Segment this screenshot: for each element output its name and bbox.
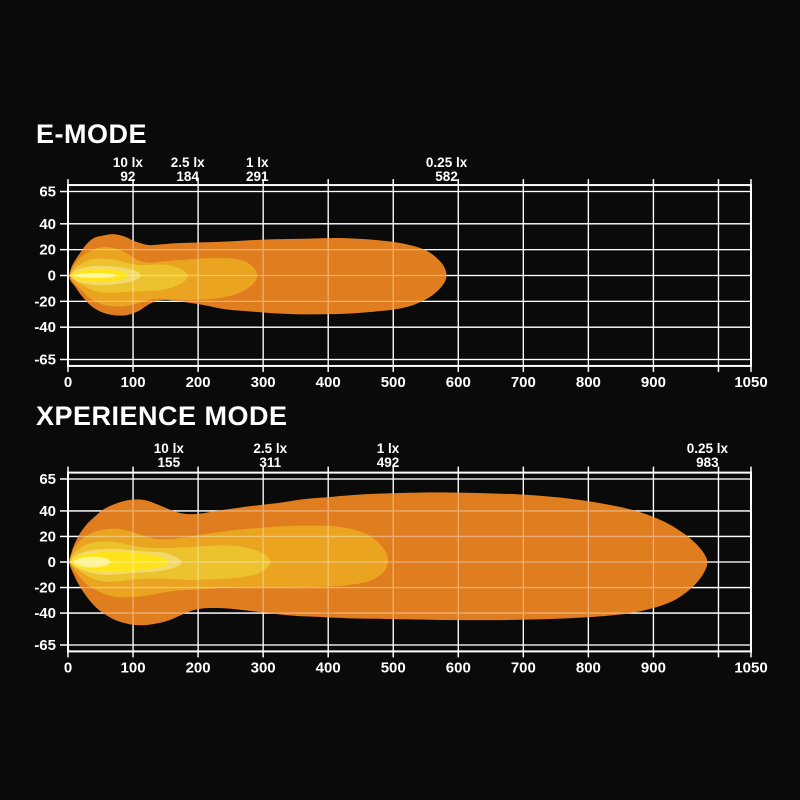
beam-contour-0-25-lx	[69, 492, 708, 626]
chart-plot-0: 0 100 200 300 400 500 600 700 800 900 10506540200-…	[34, 155, 767, 391]
annotation-lux-label: 1 lx	[246, 155, 269, 170]
y-tick-label: -20	[34, 293, 56, 310]
annotation-distance-label: 311	[259, 455, 281, 470]
x-tick-label: 400	[316, 659, 341, 676]
x-tick-label: 0	[64, 374, 72, 391]
axis-ticks	[60, 466, 752, 658]
x-tick-label: 700	[511, 659, 536, 676]
annotation-distance-label: 92	[120, 169, 135, 184]
annotation-distance-label: 155	[158, 455, 181, 470]
y-tick-label: -65	[34, 351, 56, 368]
beam-contour-hotspot	[73, 556, 111, 568]
grid-over	[68, 472, 751, 652]
y-tick-label: 20	[39, 528, 56, 545]
y-tick-label: 0	[48, 268, 56, 285]
x-tick-label: 200	[186, 374, 211, 391]
annotation-distance-label: 492	[377, 455, 400, 470]
y-tick-label: 0	[48, 554, 56, 571]
annotation-lux-label: 2.5 lx	[171, 155, 205, 170]
x-tick-label: 200	[186, 659, 211, 676]
y-tick-label: -40	[34, 605, 56, 622]
x-tick-label: 800	[576, 659, 601, 676]
chart-title-emode: E-MODE	[36, 119, 147, 149]
beam-contour-hotspot	[73, 272, 117, 279]
y-tick-label: -40	[34, 319, 56, 336]
annotation-lux-label: 0.25 lx	[426, 155, 468, 170]
x-tick-label: 400	[316, 374, 341, 391]
annotation-distance-label: 983	[696, 455, 719, 470]
x-tick-label: 0	[64, 659, 72, 676]
y-tick-label: 40	[39, 503, 56, 520]
annotation-lux-label: 10 lx	[154, 441, 185, 456]
chart-title-xperience: XPERIENCE MODE	[36, 401, 288, 431]
x-tick-label: 600	[446, 374, 471, 391]
y-tick-label: 65	[39, 471, 56, 488]
x-tick-label: 600	[446, 659, 471, 676]
annotation-distance-label: 582	[435, 169, 458, 184]
grid-over	[68, 185, 751, 366]
x-tick-label: 500	[381, 374, 406, 391]
axis-ticks	[60, 179, 752, 372]
annotation-lux-label: 10 lx	[113, 155, 144, 170]
x-tick-label: 300	[251, 659, 276, 676]
x-tick-label: 800	[576, 374, 601, 391]
x-tick-label: 700	[511, 374, 536, 391]
annotation-lux-label: 2.5 lx	[253, 441, 287, 456]
x-tick-label: 1050	[734, 659, 767, 676]
y-tick-label: 65	[39, 184, 56, 201]
y-tick-label: 40	[39, 216, 56, 233]
chart-plot-1: 0 100 200 300 400 500 600 700 800 900 10506540200-…	[34, 441, 767, 676]
x-tick-label: 300	[251, 374, 276, 391]
annotation-lux-label: 0.25 lx	[687, 441, 729, 456]
annotation-distance-label: 184	[176, 169, 199, 184]
x-tick-label: 500	[381, 659, 406, 676]
annotation-distance-label: 291	[246, 169, 269, 184]
y-tick-label: -65	[34, 637, 56, 654]
x-tick-label: 100	[121, 374, 146, 391]
annotation-lux-label: 1 lx	[377, 441, 400, 456]
x-tick-label: 900	[641, 374, 666, 391]
y-tick-label: -20	[34, 580, 56, 597]
y-tick-label: 20	[39, 242, 56, 259]
x-tick-label: 100	[121, 659, 146, 676]
x-tick-label: 1050	[734, 374, 767, 391]
x-tick-label: 900	[641, 659, 666, 676]
